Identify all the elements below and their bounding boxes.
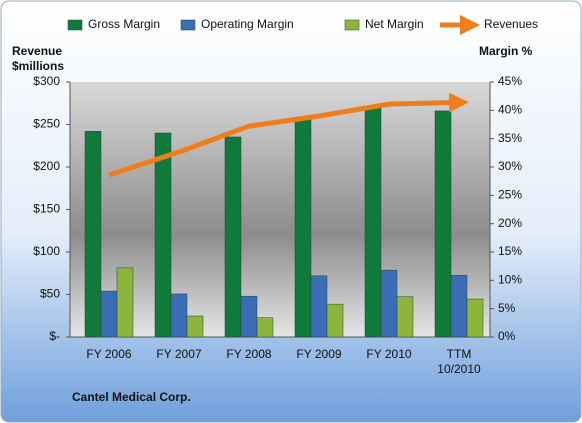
bar [466, 298, 484, 338]
x-tick-label: FY 2006 [86, 347, 131, 361]
bar [116, 267, 134, 338]
x-tick-label: TTM 10/2010 [437, 347, 481, 376]
y2-tick-label: 45% [498, 74, 522, 88]
bar [170, 293, 188, 338]
legend-label: Gross Margin [88, 17, 160, 31]
y-tick-label: $250 [33, 117, 60, 131]
x-tick-label: FY 2007 [156, 347, 201, 361]
bar [380, 269, 398, 338]
bar [224, 136, 242, 338]
x-tick-label: FY 2008 [226, 347, 271, 361]
y2-tick-label: 25% [498, 188, 522, 202]
bar [256, 317, 274, 338]
y2-tick-label: 40% [498, 103, 522, 117]
bar [100, 290, 118, 338]
y-tick-label: $50 [40, 287, 60, 301]
y2-tick-label: 0% [498, 329, 516, 343]
bar [294, 118, 312, 338]
plot-area [70, 82, 490, 337]
y2-tick-label: 30% [498, 159, 522, 173]
x-tick-label-line: 10/2010 [437, 362, 481, 376]
legend-swatch [344, 19, 360, 31]
legend-label: Operating Margin [201, 17, 294, 31]
bar [396, 296, 414, 338]
legend-swatch [67, 19, 83, 31]
bar [450, 274, 468, 338]
bar [240, 295, 258, 338]
y-axis-title: Revenue [12, 44, 62, 58]
x-tick-label: FY 2009 [296, 347, 341, 361]
bar [326, 303, 344, 338]
bar [434, 110, 452, 338]
y-tick-label: $200 [33, 159, 60, 173]
bar [364, 107, 382, 338]
legend-label: Revenues [484, 17, 538, 31]
y-tick-label: $- [49, 329, 60, 343]
y-axis-title: $millions [12, 59, 64, 73]
y2-tick-label: 10% [498, 273, 522, 287]
legend-swatch [180, 19, 196, 31]
x-tick-label: FY 2010 [366, 347, 411, 361]
y2-tick-label: 5% [498, 301, 516, 315]
y-tick-label: $300 [33, 74, 60, 88]
y-tick-label: $150 [33, 202, 60, 216]
y-tick-label: $100 [33, 244, 60, 258]
bar [154, 132, 172, 338]
legend-label: Net Margin [365, 17, 424, 31]
y2-tick-label: 20% [498, 216, 522, 230]
footer: Cantel Medical Corp. [72, 390, 191, 404]
y2-axis-title: Margin % [479, 44, 533, 58]
x-tick-label-line: TTM [447, 347, 472, 361]
line [108, 92, 469, 178]
bar [186, 315, 204, 338]
bar [84, 131, 102, 338]
y2-tick-label: 35% [498, 131, 522, 145]
bar [310, 275, 328, 338]
y2-tick-label: 15% [498, 244, 522, 258]
